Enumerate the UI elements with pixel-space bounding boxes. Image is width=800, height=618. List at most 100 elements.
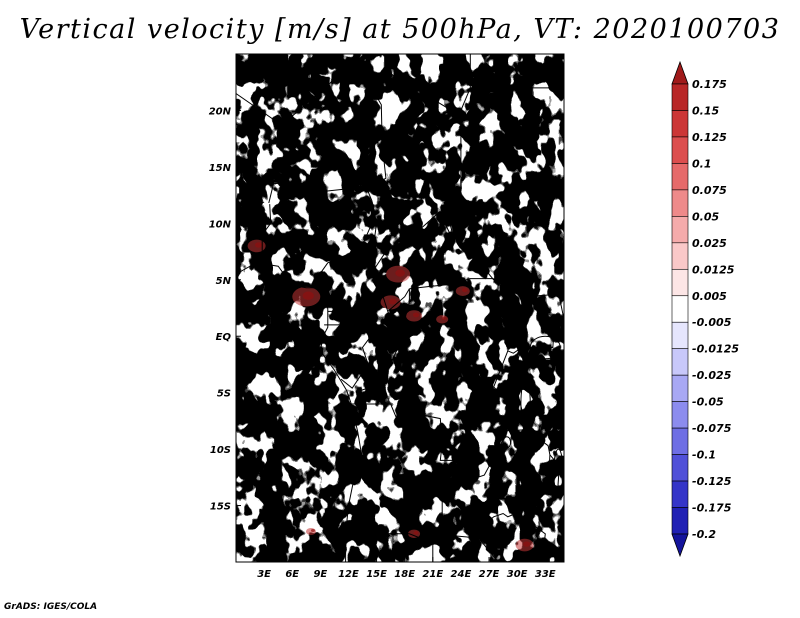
colorbar-swatch: [671, 163, 689, 191]
x-tick-label: 9E: [313, 569, 327, 580]
x-tick-label: 21E: [422, 569, 443, 580]
x-tick-label: 18E: [394, 569, 415, 580]
border-line: [236, 201, 265, 213]
colorbar-swatch: [671, 427, 689, 455]
border-line: [236, 54, 471, 121]
plot-frame: [235, 53, 565, 563]
velocity-field: [236, 54, 564, 562]
y-tick-label: 10N: [209, 219, 232, 230]
ascent-cell: [436, 315, 449, 324]
border-line: [370, 211, 452, 275]
border-line: [236, 263, 363, 562]
colorbar-label: -0.1: [692, 449, 716, 462]
ascent-core: [388, 298, 397, 305]
colorbar-label: 0.125: [692, 131, 727, 144]
ascending-motion-pattern: [236, 54, 564, 562]
colorbar-swatch: [671, 321, 689, 350]
ascent-core: [441, 316, 447, 321]
border-line: [511, 375, 525, 430]
y-tick-label: 15N: [209, 163, 232, 174]
border-line: [549, 454, 560, 495]
colorbar-label: 0.025: [692, 237, 727, 250]
x-tick-label: 6E: [285, 569, 299, 580]
border-line: [526, 445, 551, 502]
colorbar-swatch: [671, 83, 689, 111]
colorbar-label: -0.05: [692, 396, 724, 409]
ascent-core: [461, 287, 468, 293]
ascent-core: [302, 291, 314, 300]
colorbar-swatch: [671, 242, 689, 270]
colorbar-swatch: [671, 136, 689, 164]
x-tick-label: 30E: [507, 569, 528, 580]
colorbar-swatch: [671, 60, 689, 85]
border-line: [507, 296, 527, 388]
colorbar-label: -0.075: [692, 422, 732, 435]
colorbar-swatch: [671, 480, 689, 508]
border-line: [261, 204, 272, 235]
colorbar-swatch: [671, 268, 689, 297]
y-tick-label: 5N: [216, 276, 232, 287]
chart-title: Vertical velocity [m/s] at 500hPa, VT: 2…: [19, 14, 781, 45]
colorbar-label: -0.2: [692, 528, 716, 541]
lake-outline: [507, 394, 518, 437]
colorbar-label: -0.025: [692, 369, 732, 382]
ascent-core: [523, 541, 531, 547]
x-tick-label: 27E: [479, 569, 500, 580]
strong-ascent-cells: [247, 239, 534, 552]
border-line: [324, 311, 343, 326]
colorbar-swatch: [671, 189, 689, 217]
ascent-core: [412, 312, 420, 318]
ascent-core: [255, 242, 263, 248]
lake-outline: [520, 378, 531, 430]
ascent-core: [395, 269, 405, 277]
y-tick-label: EQ: [216, 332, 232, 343]
lake-outline: [553, 448, 564, 495]
lake-outline: [529, 335, 561, 360]
x-tick-label: 3E: [257, 569, 271, 580]
colorbar-label: 0.05: [692, 210, 719, 223]
x-tick-label: 24E: [451, 569, 472, 580]
y-axis: 20N 15N 10N 5N EQ 5S 10S 15S: [209, 106, 241, 513]
country-borders: [236, 54, 564, 562]
border-line: [357, 311, 401, 392]
colorbar-label: 0.175: [692, 78, 727, 91]
lake-outline: [502, 436, 512, 449]
colorbar-label: -0.125: [692, 475, 732, 488]
colorbar-label: 0.0125: [692, 263, 735, 276]
border-line: [348, 531, 434, 562]
y-tick-label: 20N: [209, 106, 232, 117]
colorbar-label: 0.1: [692, 157, 712, 170]
x-tick-label: 33E: [535, 569, 556, 580]
y-tick-label: 5S: [217, 389, 231, 400]
border-line: [268, 181, 368, 204]
colorbar-swatch: [671, 348, 689, 376]
colorbar-swatch: [671, 295, 689, 323]
border-line: [409, 278, 493, 290]
x-tick-label: 12E: [338, 569, 359, 580]
colorbar-label: 0.075: [692, 184, 727, 197]
colorbar-swatch: [671, 216, 689, 244]
colorbar-label: 0.005: [692, 290, 727, 303]
colorbar-swatch: [671, 533, 689, 558]
colorbar-swatch: [671, 507, 689, 535]
x-axis: 3E 6E 9E 12E 15E 18E 21E 24E 27E 30E 33E: [257, 557, 556, 580]
border-line: [519, 511, 546, 562]
border-line: [493, 350, 518, 427]
colorbar-label: -0.0125: [692, 343, 739, 356]
grads-credit: GrADS: IGES/COLA: [4, 602, 98, 612]
colorbar-swatch: [671, 110, 689, 138]
ascent-core: [413, 530, 419, 535]
border-line: [521, 324, 556, 348]
y-tick-label: 15S: [210, 502, 231, 513]
border-line: [359, 251, 410, 313]
border-line: [327, 310, 372, 337]
ascent-cell: [305, 528, 316, 536]
colorbar-label: 0.15: [692, 104, 719, 117]
border-line: [554, 279, 564, 326]
x-tick-label: 15E: [366, 569, 387, 580]
border-line: [446, 116, 564, 298]
colorbar: 0.175 0.15 0.125 0.1 0.075 0.05 0.025 0.0125 0.0…: [671, 60, 739, 558]
border-line: [544, 59, 564, 89]
border-line: [399, 288, 410, 337]
